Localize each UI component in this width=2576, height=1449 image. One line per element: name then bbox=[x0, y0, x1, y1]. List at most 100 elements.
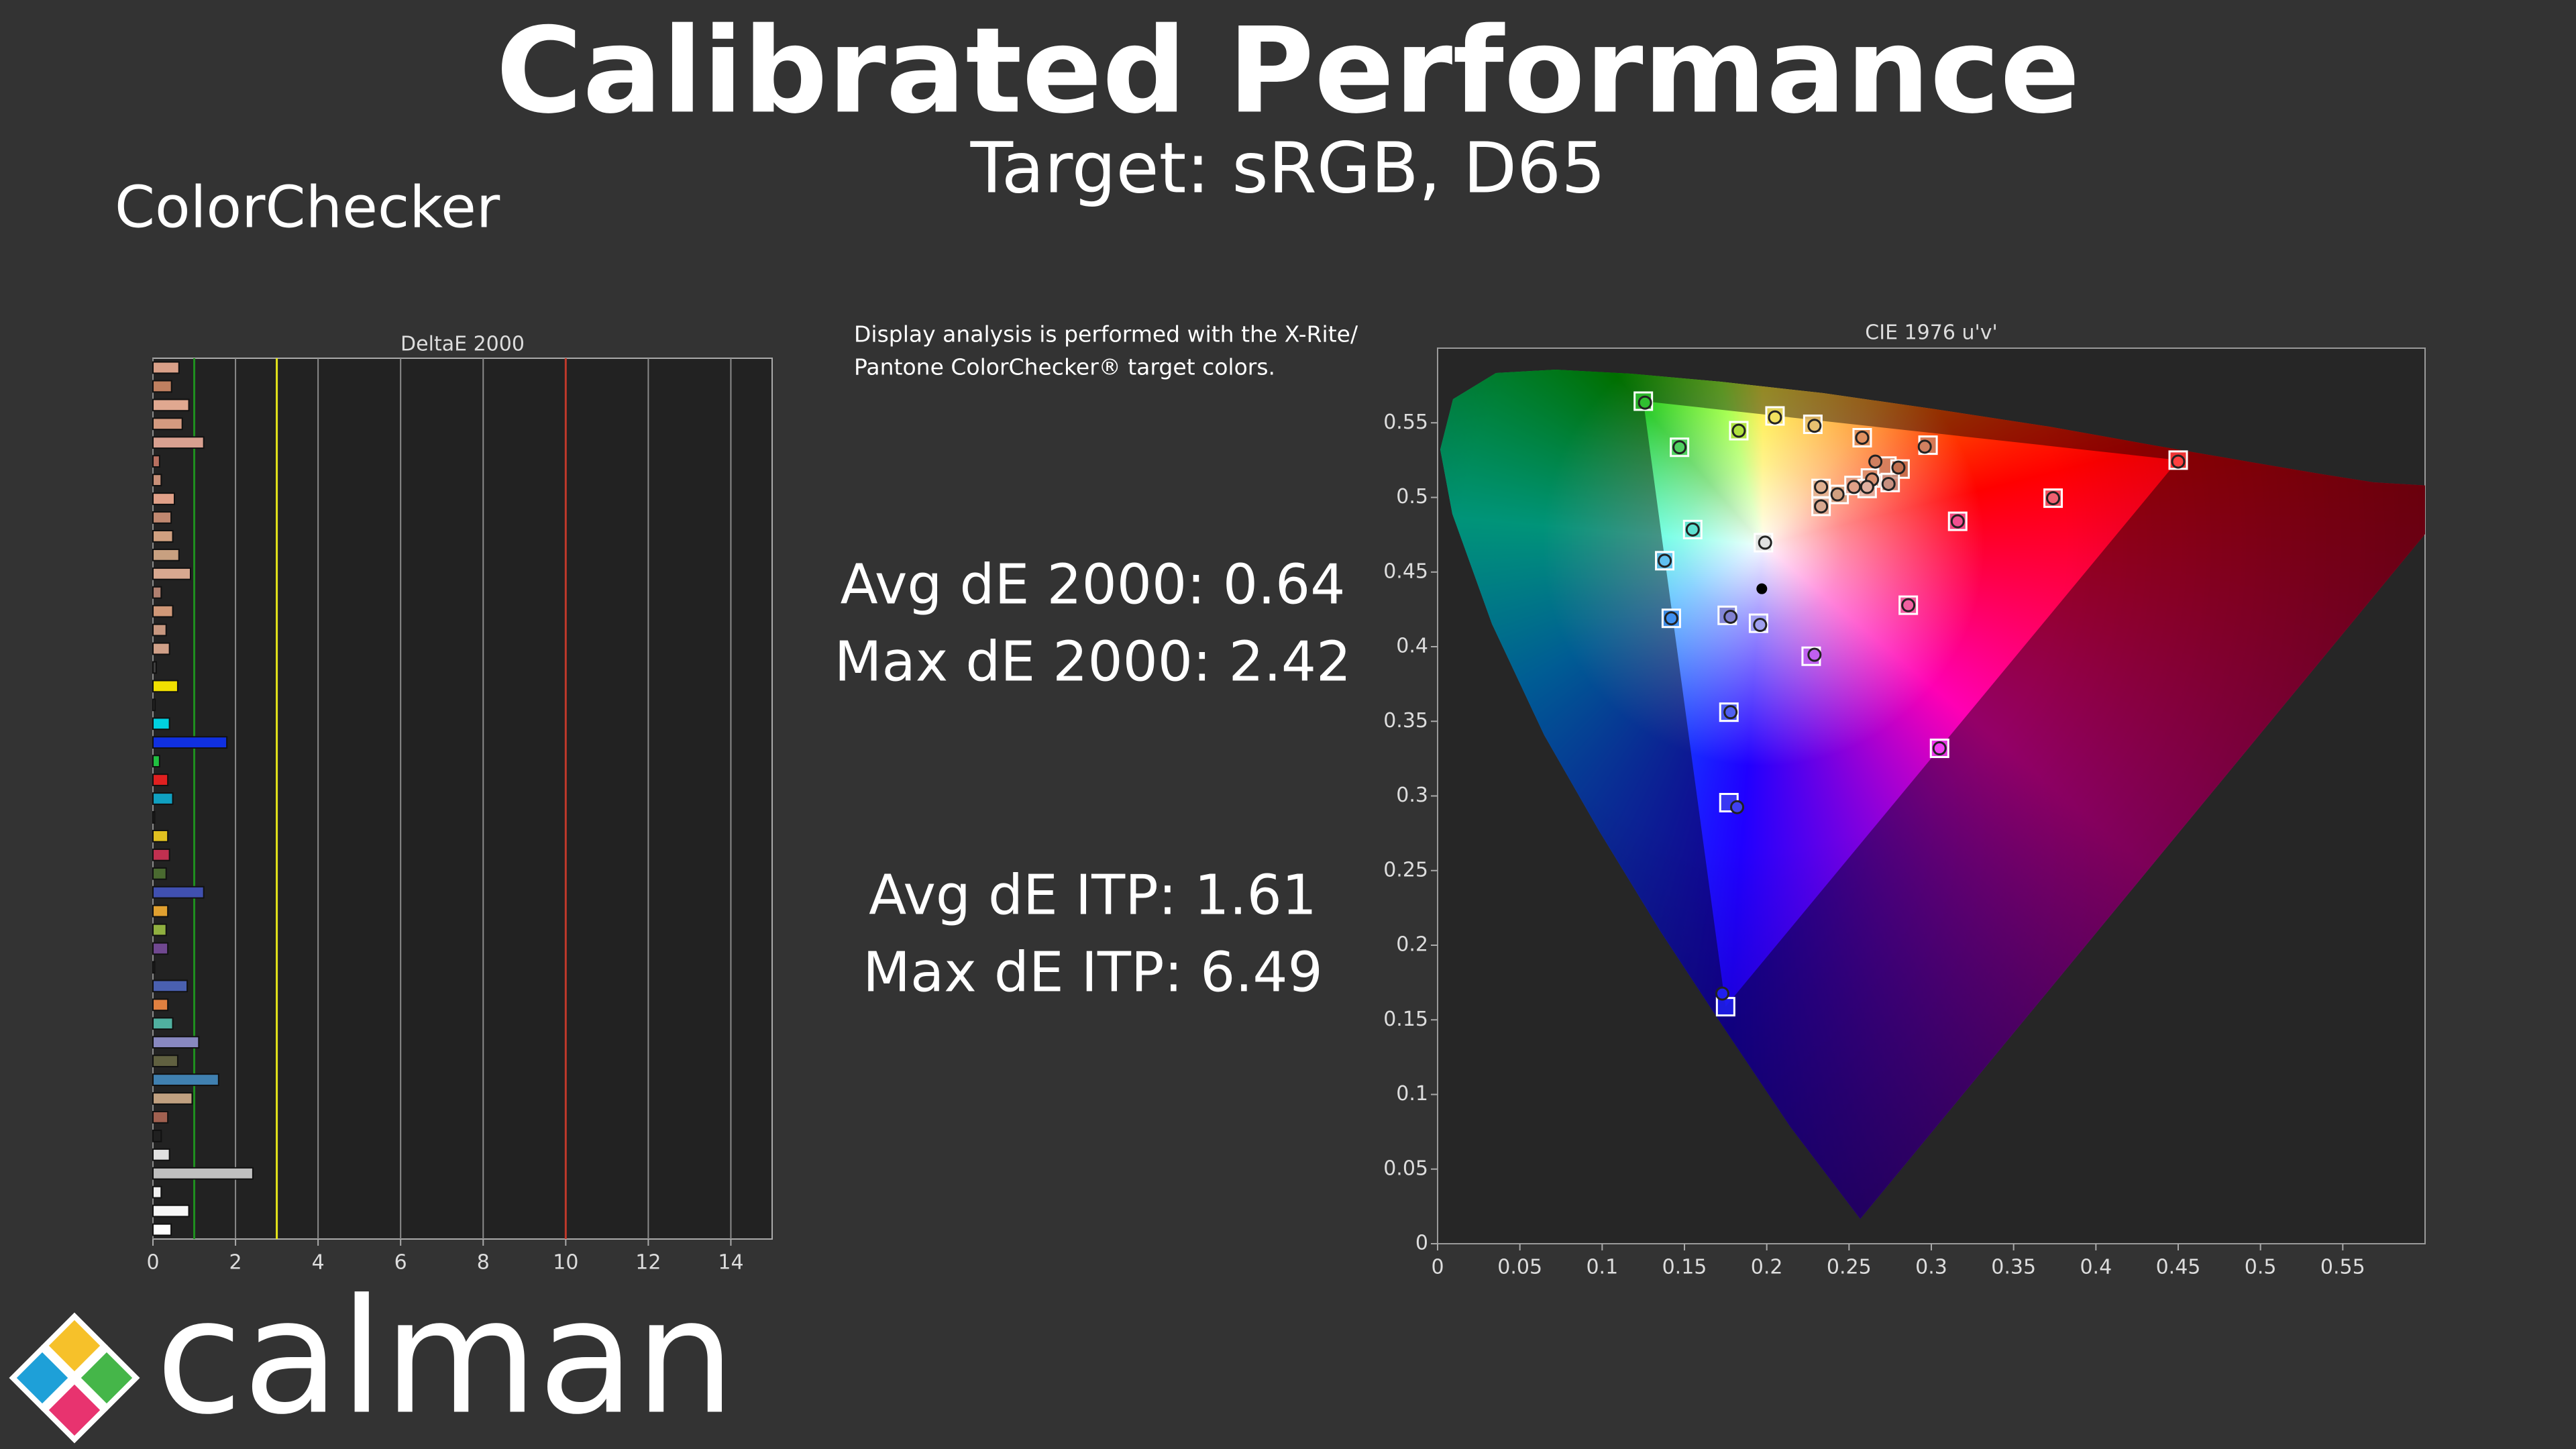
measured-marker bbox=[1664, 611, 1678, 626]
measured-marker bbox=[2046, 491, 2061, 506]
x-tick-label: 0.4 bbox=[2080, 1256, 2112, 1279]
bar bbox=[152, 755, 160, 768]
reference-point bbox=[1756, 583, 1768, 594]
bar bbox=[152, 885, 205, 899]
bar bbox=[152, 773, 169, 786]
bar bbox=[152, 1167, 254, 1180]
measured-marker bbox=[1891, 460, 1906, 475]
y-tick-label: 0.55 bbox=[1383, 411, 1428, 434]
bar bbox=[152, 1223, 172, 1236]
chart-title: DeltaE 2000 bbox=[400, 333, 525, 356]
bar bbox=[152, 548, 180, 561]
measured-marker bbox=[1860, 480, 1874, 494]
bar bbox=[152, 848, 170, 861]
bar bbox=[152, 829, 169, 843]
target-marker bbox=[1715, 997, 1735, 1017]
bar bbox=[152, 1073, 219, 1086]
y-tick-label: 0.15 bbox=[1383, 1008, 1428, 1031]
bar bbox=[152, 811, 156, 824]
measured-marker bbox=[1807, 419, 1822, 433]
bar bbox=[152, 904, 169, 918]
logo-diamond bbox=[73, 1344, 140, 1411]
bar bbox=[152, 1111, 169, 1124]
bar bbox=[152, 1129, 162, 1142]
bar bbox=[152, 530, 174, 543]
measured-marker bbox=[1901, 598, 1916, 612]
x-tick-label: 0.45 bbox=[2156, 1256, 2201, 1279]
bar bbox=[152, 961, 156, 974]
measured-marker bbox=[1830, 487, 1845, 502]
y-tick-label: 0.2 bbox=[1396, 933, 1428, 957]
x-tick-label: 0.55 bbox=[2320, 1256, 2365, 1279]
measured-marker bbox=[2171, 454, 2186, 469]
bar bbox=[152, 1036, 200, 1049]
bar bbox=[152, 736, 228, 749]
measured-marker bbox=[1658, 553, 1672, 568]
plot-area bbox=[152, 358, 773, 1240]
y-tick-label: 0.05 bbox=[1383, 1157, 1428, 1180]
bar bbox=[152, 923, 167, 936]
x-tick-label: 10 bbox=[553, 1251, 578, 1275]
x-tick-label: 0.05 bbox=[1497, 1256, 1542, 1279]
bar bbox=[152, 680, 178, 693]
bar bbox=[152, 623, 167, 637]
description: Display analysis is performed with the X… bbox=[854, 321, 1358, 347]
measured-marker bbox=[1807, 647, 1822, 662]
x-tick-label: 0 bbox=[146, 1251, 159, 1275]
bar bbox=[152, 1185, 162, 1199]
bar bbox=[152, 474, 162, 486]
x-tick-label: 0.35 bbox=[1991, 1256, 2036, 1279]
bar bbox=[152, 1055, 178, 1067]
measured-marker bbox=[1855, 431, 1870, 445]
bar bbox=[152, 979, 189, 993]
y-tick-label: 0.5 bbox=[1396, 485, 1428, 508]
logo-text: calman bbox=[156, 1265, 735, 1449]
y-tick-label: 0.4 bbox=[1396, 635, 1428, 658]
x-tick-label: 0.1 bbox=[1586, 1256, 1618, 1279]
y-tick-label: 0.3 bbox=[1396, 784, 1428, 807]
y-tick-label: 0.25 bbox=[1383, 858, 1428, 881]
bar bbox=[152, 567, 191, 580]
measured-marker bbox=[1731, 423, 1746, 438]
bar bbox=[152, 361, 180, 374]
measured-marker bbox=[1932, 741, 1947, 756]
title: Calibrated Performance bbox=[496, 2, 2080, 140]
bar bbox=[152, 717, 170, 731]
bar bbox=[152, 642, 170, 655]
measured-marker bbox=[1638, 395, 1652, 410]
measured-marker bbox=[1758, 535, 1772, 550]
y-tick-label: 0.35 bbox=[1383, 709, 1428, 733]
measured-marker bbox=[1723, 705, 1738, 720]
bar bbox=[152, 1092, 193, 1105]
description: Pantone ColorChecker® target colors. bbox=[854, 354, 1275, 380]
x-tick-label: 0.5 bbox=[2245, 1256, 2277, 1279]
x-tick-label: 0.2 bbox=[1751, 1256, 1783, 1279]
stat: Avg dE 2000: 0.64 bbox=[841, 553, 1346, 616]
x-tick-label: 6 bbox=[394, 1251, 407, 1275]
measured-marker bbox=[1814, 499, 1829, 514]
measured-marker bbox=[1917, 439, 1932, 454]
x-tick-label: 14 bbox=[718, 1251, 743, 1275]
x-tick-label: 0.25 bbox=[1827, 1256, 1872, 1279]
stat: Max dE 2000: 2.42 bbox=[835, 630, 1351, 694]
logo-mark bbox=[9, 1312, 140, 1444]
y-tick-label: 0.1 bbox=[1396, 1082, 1428, 1106]
y-tick-label: 0.45 bbox=[1383, 559, 1428, 583]
bar bbox=[152, 586, 162, 599]
x-tick-label: 8 bbox=[477, 1251, 490, 1275]
logo-diamond bbox=[41, 1312, 108, 1379]
out-of-gamut-shade bbox=[1440, 370, 2425, 1219]
bar bbox=[152, 511, 172, 524]
bar bbox=[152, 398, 190, 412]
measured-marker bbox=[1950, 514, 1965, 529]
stat: Avg dE ITP: 1.61 bbox=[869, 863, 1317, 927]
measured-marker bbox=[1768, 410, 1782, 425]
x-tick-label: 0 bbox=[1431, 1256, 1444, 1279]
bar bbox=[152, 867, 167, 880]
bar bbox=[152, 942, 169, 955]
x-tick-label: 12 bbox=[635, 1251, 661, 1275]
bar bbox=[152, 1017, 174, 1030]
measured-marker bbox=[1730, 800, 1745, 814]
measured-marker bbox=[1753, 618, 1768, 633]
